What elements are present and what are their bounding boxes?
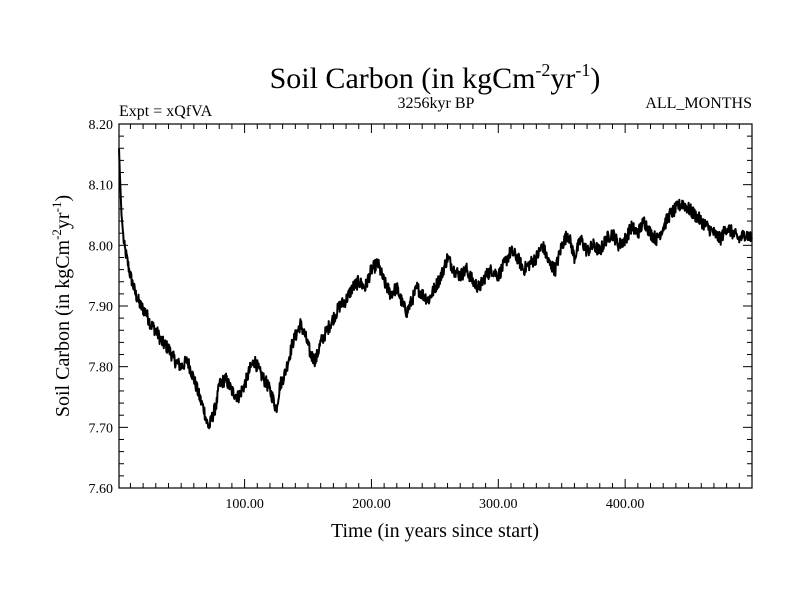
y-tick-label: 8.00 xyxy=(89,239,114,254)
y-tick-label: 7.90 xyxy=(89,300,114,315)
x-tick-label: 200.00 xyxy=(352,497,391,512)
x-axis-label: Time (in years since start) xyxy=(331,520,539,542)
y-tick-label: 7.70 xyxy=(89,421,114,436)
plot-frame xyxy=(118,123,753,489)
x-axis-ticks: 100.00 200.00 300.00 400.00 xyxy=(129,124,740,512)
x-tick-label: 300.00 xyxy=(479,497,518,512)
x-tick-label: 100.00 xyxy=(225,497,264,512)
chart-title: Soil Carbon (in kgCm-2yr-1) xyxy=(270,60,601,95)
y-axis-ticks: 7.60 7.70 7.80 7.90 8.00 8.10 8.20 xyxy=(89,118,752,497)
months-label: ALL_MONTHS xyxy=(645,95,752,112)
x-tick-label: 400.00 xyxy=(606,497,645,512)
experiment-label: Expt = xQfVA xyxy=(119,103,213,120)
y-tick-label: 7.60 xyxy=(89,482,114,497)
y-tick-label: 8.20 xyxy=(89,118,114,133)
y-tick-label: 8.10 xyxy=(89,179,114,194)
y-axis-label: Soil Carbon (in kgCm-2yr-1) xyxy=(49,195,74,417)
soil-carbon-series-line xyxy=(118,148,753,430)
y-tick-label: 7.80 xyxy=(89,361,114,376)
period-label: 3256kyr BP xyxy=(398,95,475,112)
